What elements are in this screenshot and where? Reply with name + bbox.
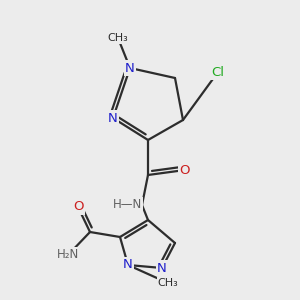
Text: N: N xyxy=(123,259,133,272)
Text: H—N: H—N xyxy=(113,199,142,212)
Text: CH₃: CH₃ xyxy=(108,33,128,43)
Text: Cl: Cl xyxy=(212,65,224,79)
Text: O: O xyxy=(180,164,190,176)
Text: N: N xyxy=(108,112,118,124)
Text: O: O xyxy=(73,200,83,214)
Text: N: N xyxy=(157,262,167,275)
Text: N: N xyxy=(125,61,135,74)
Text: CH₃: CH₃ xyxy=(158,278,178,288)
Text: H₂N: H₂N xyxy=(57,248,79,262)
